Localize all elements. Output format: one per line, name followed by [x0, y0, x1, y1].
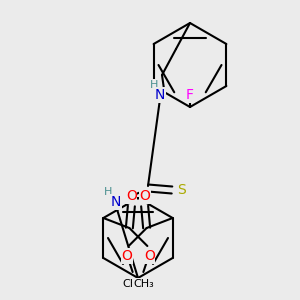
Text: N: N	[155, 88, 165, 102]
Text: H: H	[104, 187, 112, 197]
Text: O: O	[126, 189, 137, 203]
Text: O: O	[139, 189, 150, 203]
Text: H: H	[150, 80, 158, 90]
Text: S: S	[178, 183, 186, 197]
Text: CH₃: CH₃	[133, 279, 154, 289]
Text: F: F	[186, 88, 194, 102]
Text: O: O	[121, 249, 132, 263]
Text: O: O	[144, 249, 155, 263]
Text: N: N	[111, 195, 121, 209]
Text: CH₃: CH₃	[122, 279, 143, 289]
